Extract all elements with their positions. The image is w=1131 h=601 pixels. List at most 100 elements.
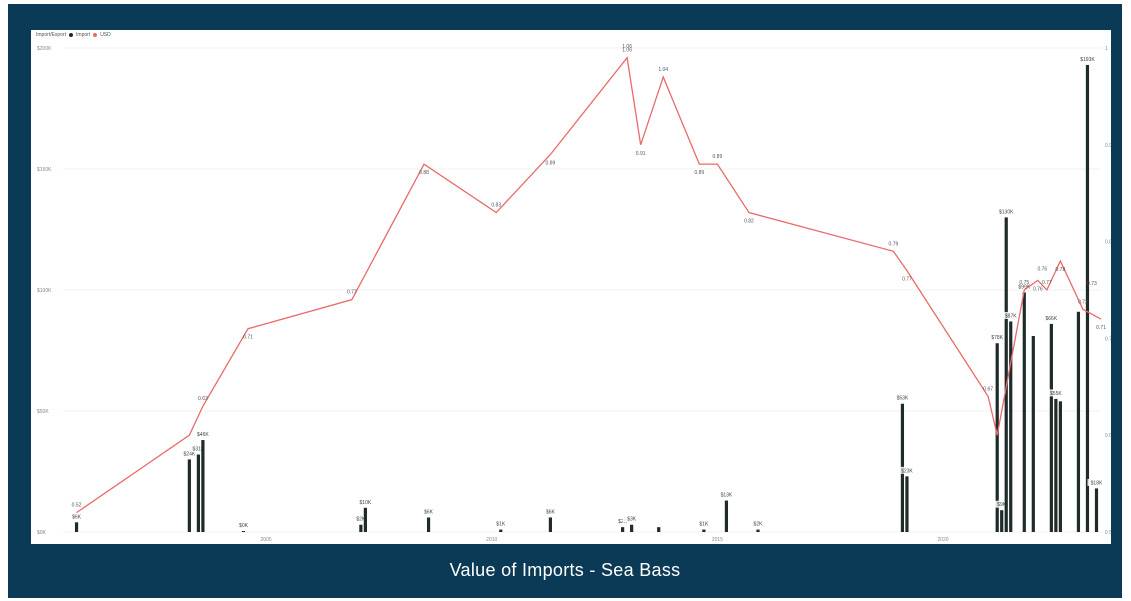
import-bar: [1049, 323, 1053, 532]
usd-point-label: 0.77: [347, 290, 357, 296]
usd-point-label: 0.83: [491, 203, 501, 209]
bar-label-bg: [992, 500, 1011, 508]
y-left-tick-label: $100K: [37, 288, 52, 294]
bar-data-label: $130K: [999, 209, 1014, 215]
import-value-chart: $0K$50K$100K$150K$200K0.50.60.70.80.9120…: [37, 44, 1112, 543]
import-bar: [196, 454, 200, 532]
bar-label-bg: [193, 430, 212, 438]
bar-data-label: $13K: [721, 493, 733, 499]
usd-point-label: 0.77: [1042, 280, 1052, 286]
bar-label-bg: [189, 445, 208, 453]
usd-point-label: 0.63: [198, 396, 208, 402]
bar-data-label: $1K: [699, 522, 709, 528]
usd-point-label: 0.76: [1033, 286, 1043, 292]
usd-extra-label: 1.06: [622, 44, 632, 50]
x-tick-label: 2005: [261, 537, 272, 543]
import-bar: [657, 527, 661, 532]
import-bar: [905, 476, 909, 532]
bar-data-label: $3K: [627, 517, 637, 523]
bar-label-bg: [622, 515, 641, 523]
y-right-tick-label: 0.7: [1105, 336, 1111, 342]
import-bar: [1085, 64, 1090, 532]
bar-label-bg: [893, 394, 912, 402]
y-left-tick-label: $50K: [37, 409, 49, 415]
usd-point-label: 0.89: [694, 170, 704, 176]
bar-data-label: $0K: [239, 523, 249, 529]
bar-data-label: $66K: [1046, 316, 1058, 322]
bar-label-bg: [541, 507, 560, 515]
bar-label-bg: [1015, 282, 1034, 290]
usd-point-label: 0.78: [1056, 267, 1066, 273]
usd-point-label: 0.82: [744, 219, 754, 225]
y-right-tick-label: 0.5: [1105, 530, 1111, 536]
bar-label-bg: [1078, 55, 1097, 63]
usd-point-label: 0.67: [983, 386, 993, 392]
bar-label-bg: [234, 521, 253, 529]
slide-frame: Import/Export Import USD $0K $50K $100K $15…: [8, 4, 1122, 598]
import-bar: [621, 527, 625, 532]
bar-label-bg: [1087, 478, 1106, 486]
import-bar: [187, 459, 191, 532]
y-right-tick-label: 0.8: [1105, 240, 1111, 246]
bar-label-bg: [694, 520, 713, 528]
usd-line: [76, 56, 1102, 514]
bar-data-label: $2K: [356, 517, 366, 523]
bar-data-label: $6K: [424, 509, 434, 515]
y-right-tick-label: 0.9: [1105, 143, 1111, 149]
bar-label-bg: [1001, 311, 1020, 319]
usd-point-label: 1.04: [658, 67, 668, 73]
bar-label-bg: [717, 491, 736, 499]
bar-data-label: $18K: [1091, 480, 1103, 486]
usd-point-label: 0.72: [1078, 299, 1088, 305]
usd-extra-label: 0.76: [1037, 267, 1047, 273]
bar-label-bg: [749, 520, 768, 528]
bar-data-label: $55K: [1050, 391, 1062, 397]
usd-point-label: 0.75: [1019, 280, 1029, 286]
import-bar: [756, 529, 760, 532]
usd-point-label: 0.79: [889, 241, 899, 247]
bar-label-bg: [67, 512, 86, 520]
import-bar: [724, 500, 729, 532]
bar-label-bg: [1046, 389, 1065, 397]
usd-point-label: 0.91: [636, 151, 646, 157]
import-bar: [1031, 335, 1035, 532]
bar-data-label: $87K: [1005, 313, 1017, 319]
usd-point-label: 0.52: [72, 503, 82, 509]
bar-data-label: $6K: [72, 514, 82, 520]
usd-point-label: 0.88: [419, 170, 429, 176]
bar-label-bg: [997, 207, 1016, 215]
import-bar: [1054, 398, 1058, 532]
bar-data-label: $31K: [193, 447, 205, 453]
import-bar: [702, 529, 706, 532]
import-bar: [995, 343, 999, 532]
import-bar: [1004, 217, 1008, 532]
y-left-tick-label: $150K: [37, 167, 52, 173]
bar-data-label: $1K: [496, 522, 506, 528]
usd-point-label: 0.89: [546, 160, 556, 166]
y-left-tick-label: $0K: [37, 530, 47, 536]
legend-title: Import/Export: [36, 32, 67, 38]
import-bar: [359, 524, 363, 532]
bar-label-bg: [180, 449, 199, 457]
usd-point-label: 1.06: [622, 48, 632, 54]
usd-point-label: 0.89: [713, 154, 723, 160]
import-bar: [74, 522, 79, 532]
bar-data-label: $10K: [360, 500, 372, 506]
import-bar: [363, 507, 367, 532]
bar-data-label: $46K: [197, 432, 209, 438]
import-bar: [241, 531, 246, 532]
import-bar: [426, 517, 431, 532]
import-bar: [1000, 510, 1004, 532]
import-bar: [1009, 321, 1013, 532]
bar-label-bg: [897, 466, 916, 474]
legend-usd-label: USD: [100, 32, 111, 38]
chart-card: Import/Export Import USD $0K $50K $100K $15…: [31, 30, 1112, 544]
legend-usd-dot: [93, 33, 98, 37]
bar-data-label: $2K: [754, 522, 764, 528]
import-bar: [630, 524, 634, 532]
bar-data-label: $99K: [1018, 284, 1030, 290]
bar-label-bg: [491, 520, 510, 528]
x-tick-label: 2020: [937, 537, 948, 543]
bar-data-label: $193K: [1080, 57, 1095, 63]
import-bar: [201, 440, 205, 532]
